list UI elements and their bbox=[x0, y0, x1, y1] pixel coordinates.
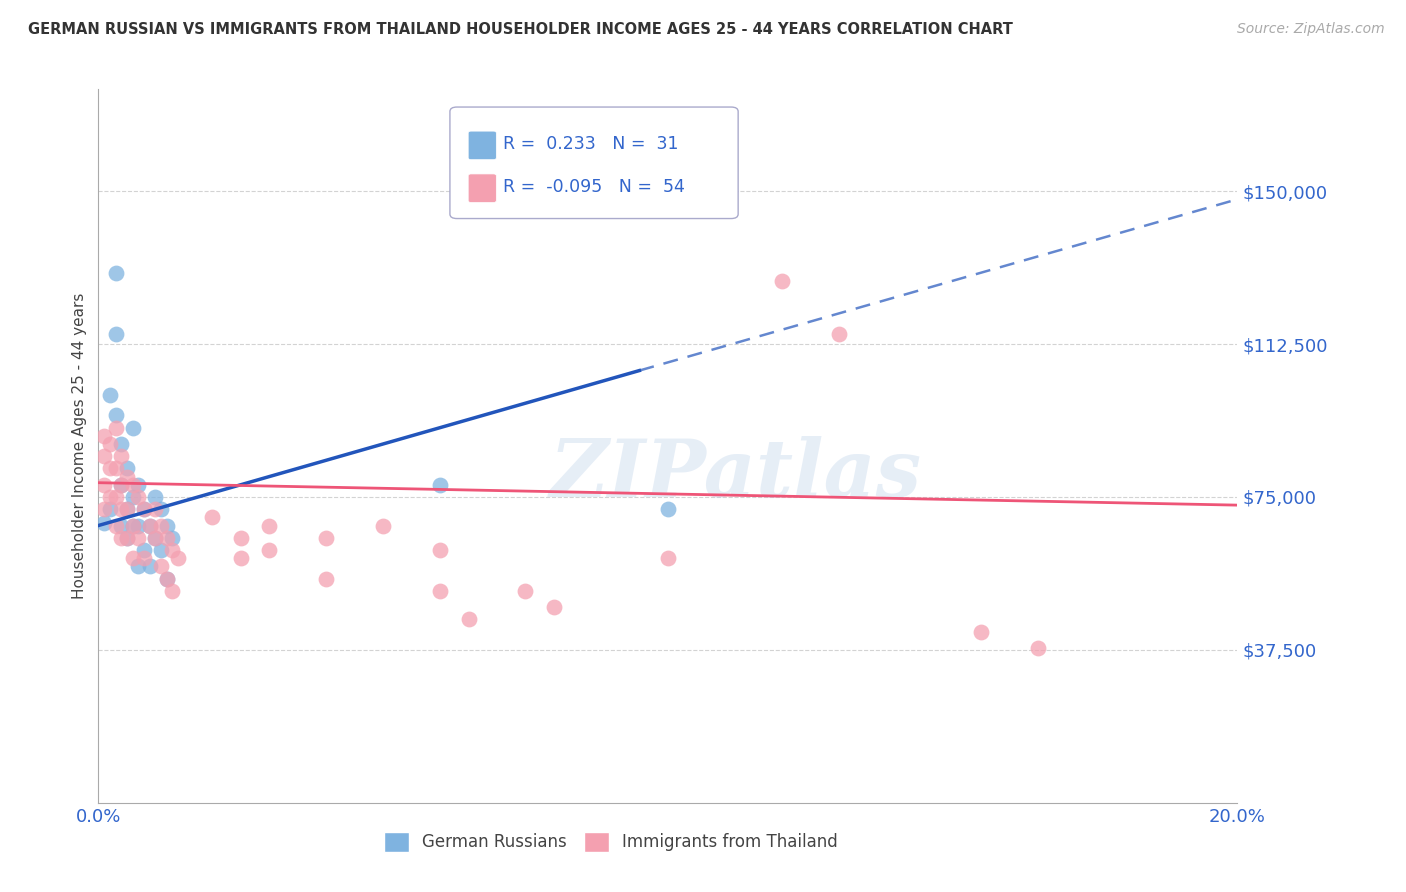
Point bbox=[104, 461, 127, 475]
Point bbox=[127, 477, 149, 491]
Point bbox=[98, 437, 121, 451]
Point bbox=[1026, 640, 1049, 655]
Point bbox=[115, 469, 138, 483]
Point bbox=[98, 502, 121, 516]
Point bbox=[156, 572, 179, 586]
Point bbox=[201, 510, 224, 524]
Point bbox=[104, 420, 127, 434]
Text: Source: ZipAtlas.com: Source: ZipAtlas.com bbox=[1237, 22, 1385, 37]
Point bbox=[110, 477, 132, 491]
Point bbox=[115, 531, 138, 545]
Point bbox=[110, 502, 132, 516]
Point bbox=[98, 490, 121, 504]
Point bbox=[315, 572, 337, 586]
Point bbox=[229, 551, 252, 566]
Point bbox=[93, 429, 115, 443]
Point bbox=[115, 502, 138, 516]
Point bbox=[104, 490, 127, 504]
Point bbox=[145, 531, 167, 545]
Text: R =  0.233   N =  31: R = 0.233 N = 31 bbox=[503, 135, 679, 153]
Point bbox=[127, 490, 149, 504]
Point bbox=[127, 518, 149, 533]
Point bbox=[110, 477, 132, 491]
Point bbox=[162, 543, 184, 558]
Y-axis label: Householder Income Ages 25 - 44 years: Householder Income Ages 25 - 44 years bbox=[72, 293, 87, 599]
Point bbox=[138, 518, 160, 533]
Point bbox=[93, 449, 115, 463]
Point bbox=[515, 583, 537, 598]
Point bbox=[127, 531, 149, 545]
Point bbox=[138, 559, 160, 574]
Point bbox=[110, 449, 132, 463]
Point bbox=[543, 600, 565, 615]
Point bbox=[132, 543, 155, 558]
Point bbox=[229, 531, 252, 545]
Point bbox=[315, 531, 337, 545]
Point bbox=[156, 572, 179, 586]
Point bbox=[162, 531, 184, 545]
Point bbox=[138, 518, 160, 533]
Point bbox=[121, 518, 143, 533]
Point bbox=[145, 531, 167, 545]
Point bbox=[93, 502, 115, 516]
Point bbox=[121, 420, 143, 434]
Point bbox=[259, 543, 281, 558]
Point bbox=[156, 518, 179, 533]
Point bbox=[104, 266, 127, 280]
Point bbox=[115, 502, 138, 516]
Point bbox=[145, 490, 167, 504]
Point bbox=[127, 559, 149, 574]
Point bbox=[132, 551, 155, 566]
Point bbox=[970, 624, 993, 639]
Point bbox=[110, 531, 132, 545]
Text: ZIPatlas: ZIPatlas bbox=[550, 436, 922, 513]
Point bbox=[150, 518, 173, 533]
Text: GERMAN RUSSIAN VS IMMIGRANTS FROM THAILAND HOUSEHOLDER INCOME AGES 25 - 44 YEARS: GERMAN RUSSIAN VS IMMIGRANTS FROM THAILA… bbox=[28, 22, 1012, 37]
Point bbox=[657, 502, 679, 516]
Point bbox=[132, 502, 155, 516]
Point bbox=[373, 518, 395, 533]
Point bbox=[115, 461, 138, 475]
Point bbox=[162, 583, 184, 598]
Point bbox=[770, 274, 793, 288]
Point bbox=[93, 516, 115, 531]
Point bbox=[132, 502, 155, 516]
Legend: German Russians, Immigrants from Thailand: German Russians, Immigrants from Thailan… bbox=[377, 825, 845, 859]
Point bbox=[104, 326, 127, 341]
Point bbox=[167, 551, 190, 566]
Point bbox=[121, 551, 143, 566]
Point bbox=[828, 326, 851, 341]
Text: R =  -0.095   N =  54: R = -0.095 N = 54 bbox=[503, 178, 685, 196]
Point bbox=[93, 477, 115, 491]
Point bbox=[115, 531, 138, 545]
Point bbox=[429, 543, 451, 558]
Point bbox=[150, 502, 173, 516]
Point bbox=[110, 518, 132, 533]
Point bbox=[259, 518, 281, 533]
Point bbox=[429, 583, 451, 598]
Point bbox=[457, 612, 479, 626]
Point bbox=[121, 490, 143, 504]
Point bbox=[121, 477, 143, 491]
Point bbox=[98, 388, 121, 402]
Point bbox=[150, 543, 173, 558]
Point bbox=[156, 531, 179, 545]
Point bbox=[121, 518, 143, 533]
Point bbox=[104, 518, 127, 533]
Point bbox=[98, 461, 121, 475]
Point bbox=[110, 437, 132, 451]
Point bbox=[429, 477, 451, 491]
Point bbox=[657, 551, 679, 566]
Point bbox=[150, 559, 173, 574]
Point bbox=[145, 502, 167, 516]
Point bbox=[104, 409, 127, 423]
